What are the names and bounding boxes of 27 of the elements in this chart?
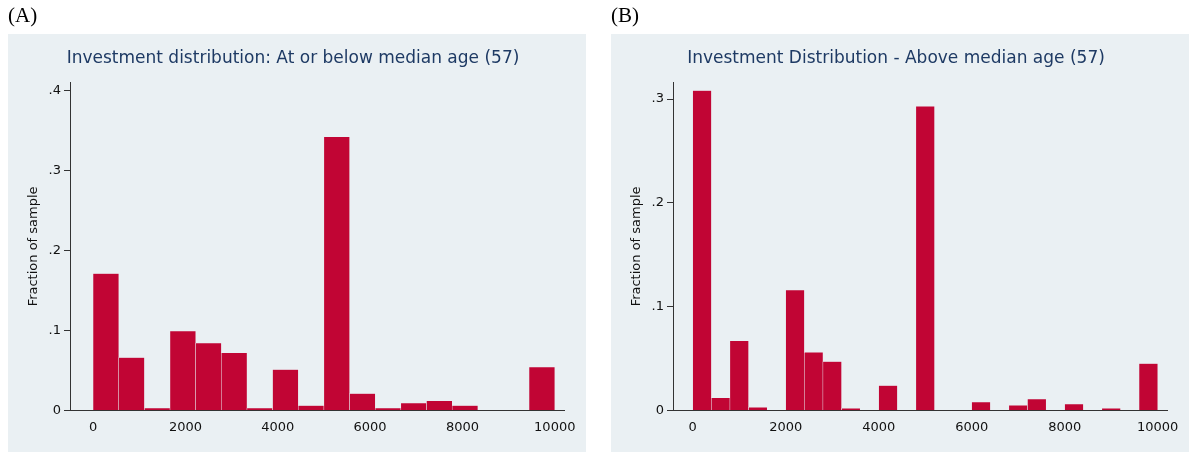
y-tick-label: .4 xyxy=(48,81,61,97)
y-tick-label: 0 xyxy=(655,401,664,417)
x-tick-label: 4000 xyxy=(862,418,896,434)
chart-title: Investment distribution: At or below median age (57) xyxy=(66,46,520,67)
y-axis-title: Fraction of sample xyxy=(628,186,644,307)
text: (B) xyxy=(610,2,640,29)
text: (A) xyxy=(7,2,39,29)
x-tick-label: 2000 xyxy=(168,418,202,434)
x-tick-label: 2000 xyxy=(769,418,803,434)
y-tick-label: .2 xyxy=(48,241,61,257)
x-tick-label: 6000 xyxy=(955,418,989,434)
y-tick-label: .1 xyxy=(48,321,61,337)
x-tick-label: 10000 xyxy=(534,418,576,434)
y-tick-label: .2 xyxy=(651,194,664,210)
x-tick-label: 0 xyxy=(688,418,697,434)
x-tick-label: 6000 xyxy=(353,418,387,434)
x-tick-label: 4000 xyxy=(261,418,295,434)
y-tick-label: .3 xyxy=(651,90,664,106)
x-tick-label: 10000 xyxy=(1137,418,1179,434)
y-tick-label: .3 xyxy=(48,161,61,177)
x-tick-label: 0 xyxy=(88,418,98,434)
x-tick-label: 8000 xyxy=(1048,418,1082,434)
y-tick-label: 0 xyxy=(52,401,61,417)
x-tick-label: 8000 xyxy=(445,418,479,434)
chart-title: Investment Distribution - Above median age (57) xyxy=(687,46,1105,67)
y-tick-label: .1 xyxy=(651,297,664,313)
y-axis-title: Fraction of sample xyxy=(25,186,41,307)
